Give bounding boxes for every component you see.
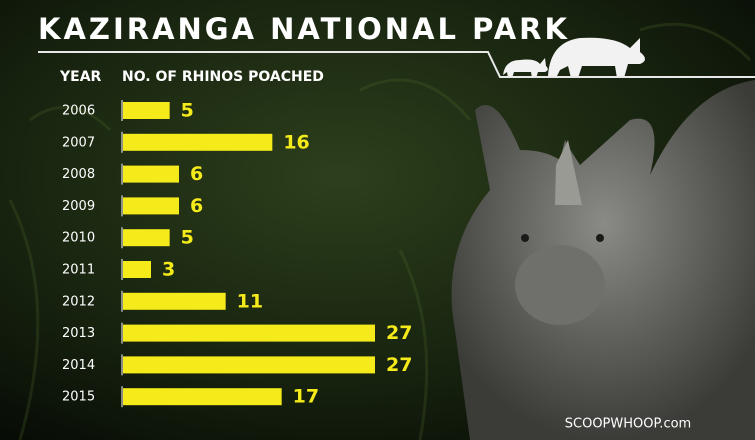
bar: [123, 133, 273, 151]
category-label: 2008: [62, 167, 95, 182]
category-label: 2015: [62, 390, 95, 405]
bar: [123, 102, 170, 119]
category-label: 2013: [62, 326, 95, 341]
value-label: 5: [181, 227, 194, 249]
bar: [123, 165, 179, 183]
title-rule: [38, 51, 755, 78]
category-label: 2006: [62, 104, 95, 119]
category-label: 2014: [62, 358, 95, 373]
value-label: 17: [293, 386, 319, 408]
rhino-photo: [451, 80, 755, 440]
bar: [123, 388, 282, 406]
value-header: NO. OF RHINOS POACHED: [122, 69, 324, 85]
category-label: 2007: [62, 135, 95, 150]
foliage: [8, 22, 752, 440]
bar: [123, 229, 170, 247]
rhino-silhouettes: [503, 37, 645, 78]
value-label: 11: [237, 290, 263, 312]
value-label: 5: [181, 100, 194, 122]
category-label: 2010: [62, 231, 95, 246]
bar: [123, 197, 179, 215]
bar: [123, 261, 151, 278]
value-label: 27: [386, 322, 412, 344]
value-label: 27: [386, 354, 412, 376]
watermark: SCOOPWHOOP.com: [565, 417, 691, 432]
category-label: 2009: [62, 199, 95, 214]
bar: [123, 356, 375, 374]
value-label: 6: [190, 195, 203, 217]
chart-title: KAZIRANGA NATIONAL PARK: [38, 12, 570, 46]
bar: [123, 324, 375, 342]
category-header: YEAR: [59, 69, 102, 85]
category-label: 2012: [62, 294, 95, 309]
category-label: 2011: [62, 263, 95, 278]
bar: [123, 292, 226, 310]
value-label: 3: [162, 259, 175, 281]
value-label: 6: [190, 163, 203, 185]
value-label: 16: [283, 131, 309, 153]
